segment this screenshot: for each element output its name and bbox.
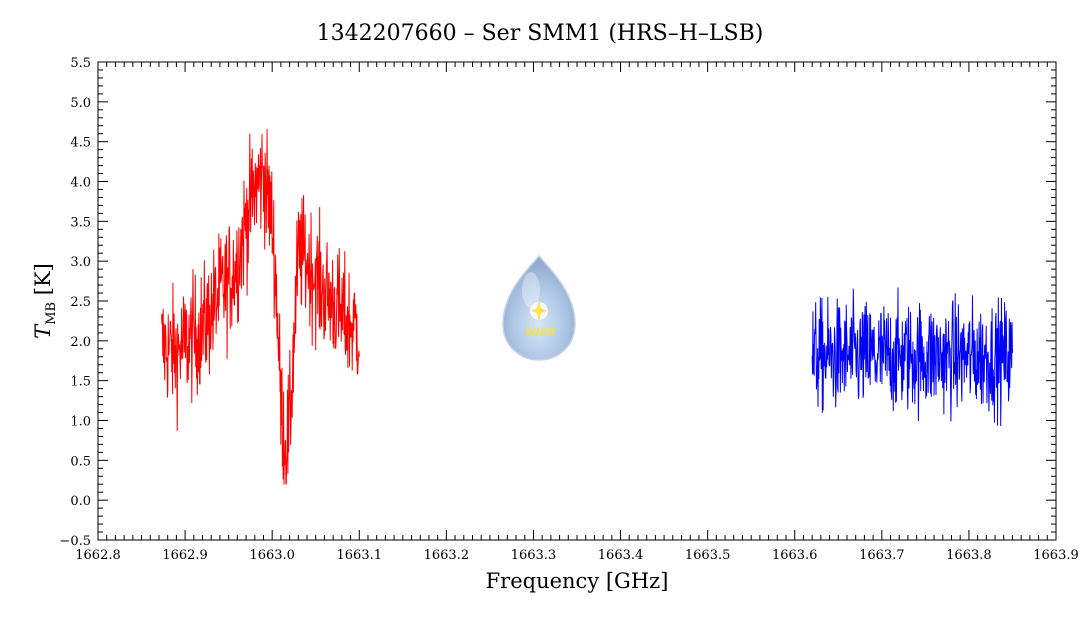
y-tick-label: −0.5 xyxy=(59,534,91,549)
drop-highlight xyxy=(522,272,540,308)
y-tick-label: 3.5 xyxy=(70,215,91,230)
y-tick-marks xyxy=(98,61,1056,541)
x-tick-label: 1663.7 xyxy=(859,548,905,563)
y-tick-label: 2.5 xyxy=(70,295,91,310)
y-tick-label: 0.0 xyxy=(70,494,91,509)
spectrum-series-2 xyxy=(811,287,1013,427)
chart-title: 1342207660 – Ser SMM1 (HRS–H–LSB) xyxy=(317,21,764,46)
y-tick-label: 5.5 xyxy=(70,56,91,71)
y-axis-label-symbol: T xyxy=(31,323,55,339)
y-tick-label: 5.0 xyxy=(70,96,91,111)
spectrum-series-1 xyxy=(161,128,360,485)
x-axis-label: Frequency [GHz] xyxy=(486,569,669,593)
x-tick-label: 1663.8 xyxy=(946,548,992,563)
x-tick-label: 1663.0 xyxy=(249,548,295,563)
y-tick-label: 4.0 xyxy=(70,176,91,191)
x-tick-label: 1663.5 xyxy=(685,548,731,563)
y-tick-label: 1.0 xyxy=(70,415,91,430)
y-tick-label: 2.0 xyxy=(70,335,91,350)
x-tick-label: 1663.1 xyxy=(337,548,383,563)
wish-logo: WISH xyxy=(502,254,576,361)
x-tick-label: 1663.6 xyxy=(772,548,818,563)
logo-text: WISH xyxy=(525,327,556,338)
y-axis-label-unit: [K] xyxy=(31,263,55,302)
y-axis-label-subscript: MB xyxy=(44,302,59,325)
x-tick-label: 1662.8 xyxy=(75,548,121,563)
x-tick-label: 1663.2 xyxy=(424,548,470,563)
x-tick-label: 1663.3 xyxy=(511,548,557,563)
y-tick-labels: −0.5 0.0 0.5 1.0 1.5 2.0 2.5 3.0 3.5 4.0 4.5 5.0 5.5 xyxy=(59,56,91,549)
plot-frame xyxy=(97,61,1057,541)
y-tick-label: 3.0 xyxy=(70,255,91,270)
x-tick-label: 1663.9 xyxy=(1033,548,1079,563)
x-tick-label: 1663.4 xyxy=(598,548,644,563)
plot-area: 1662.8 1662.9 1663.0 1663.1 1663.2 1663.3 1663… xyxy=(59,56,1078,563)
y-tick-label: 0.5 xyxy=(70,454,91,469)
x-tick-marks xyxy=(97,62,1057,540)
x-tick-labels: 1662.8 1662.9 1663.0 1663.1 1663.2 1663.3 1663… xyxy=(75,548,1079,563)
star-icon xyxy=(531,300,547,321)
y-axis-label: TMB [K] xyxy=(31,263,59,339)
series-layer xyxy=(161,128,1013,485)
y-tick-label: 4.5 xyxy=(70,136,91,151)
y-tick-label: 1.5 xyxy=(70,375,91,390)
x-tick-label: 1662.9 xyxy=(162,548,208,563)
